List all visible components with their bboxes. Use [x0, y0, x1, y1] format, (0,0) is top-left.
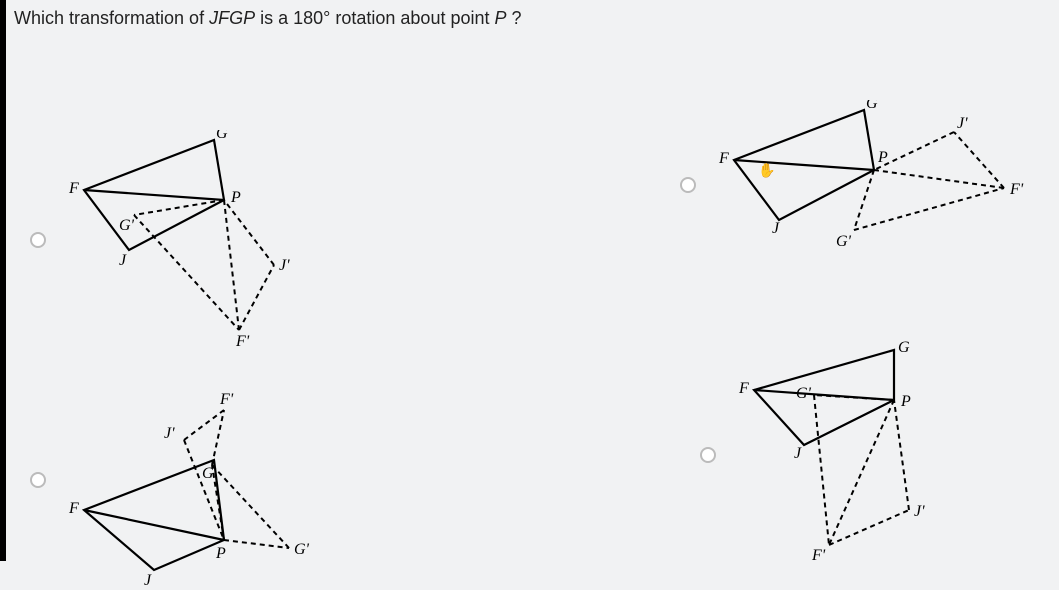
label-G: G	[866, 100, 878, 112]
label-F: F	[718, 150, 729, 167]
figure-c-svg: F G P J F' J' G'	[64, 370, 334, 590]
label-G: G	[216, 130, 228, 142]
label-P: P	[900, 393, 911, 410]
label-Fp: F'	[235, 333, 250, 350]
option-d: F G P J G' J' F'	[700, 340, 974, 570]
label-G: G	[202, 465, 214, 482]
label-Gp: G'	[836, 233, 852, 250]
radio-c[interactable]	[30, 472, 46, 488]
label-Fp: F'	[1009, 181, 1024, 198]
label-P: P	[230, 189, 241, 206]
options-grid: F G P J G' J' F' F	[0, 60, 1059, 560]
label-Jp: J'	[957, 115, 968, 132]
radio-a[interactable]	[30, 232, 46, 248]
label-Gp: G'	[119, 217, 135, 234]
label-G: G	[898, 340, 910, 356]
figure-d: F G P J G' J' F'	[734, 340, 974, 570]
question-mid: is a	[260, 8, 293, 28]
question-text: Which transformation of JFGP is a 180° r…	[14, 8, 522, 29]
question-angle: 180°	[293, 8, 330, 28]
label-Jp: J'	[164, 425, 175, 442]
figure-a-svg: F G P J G' J' F'	[64, 130, 324, 350]
label-Fp: F'	[811, 547, 826, 564]
radio-b[interactable]	[680, 177, 696, 193]
label-F: F	[68, 500, 79, 517]
figure-d-svg: F G P J G' J' F'	[734, 340, 974, 570]
question-suffix: rotation about point	[335, 8, 494, 28]
label-P: P	[877, 149, 888, 166]
label-F: F	[738, 380, 749, 397]
cursor-hand-icon: ✋	[758, 162, 775, 179]
radio-d[interactable]	[700, 447, 716, 463]
question-end: ?	[512, 8, 522, 28]
figure-c: F G P J F' J' G'	[64, 370, 334, 590]
label-F: F	[68, 180, 79, 197]
label-P: P	[215, 545, 226, 562]
label-Jp: J'	[914, 503, 925, 520]
question-point: P	[495, 8, 507, 28]
figure-a: F G P J G' J' F'	[64, 130, 324, 350]
label-J: J	[144, 572, 152, 589]
question-prefix: Which transformation of	[14, 8, 209, 28]
label-J: J	[772, 220, 780, 237]
question-shape: JFGP	[209, 8, 255, 28]
label-Jp: J'	[279, 257, 290, 274]
figure-b: F G P J G' J' F' ✋	[714, 100, 1034, 270]
label-Gp: G'	[294, 541, 310, 558]
option-a: F G P J G' J' F'	[30, 130, 324, 350]
option-c: F G P J F' J' G'	[30, 370, 334, 590]
label-Gp: G'	[796, 385, 812, 402]
label-Fp: F'	[219, 391, 234, 408]
figure-b-svg: F G P J G' J' F'	[714, 100, 1034, 270]
label-J: J	[794, 445, 802, 462]
label-J: J	[119, 252, 127, 269]
option-b: F G P J G' J' F' ✋	[680, 100, 1034, 270]
